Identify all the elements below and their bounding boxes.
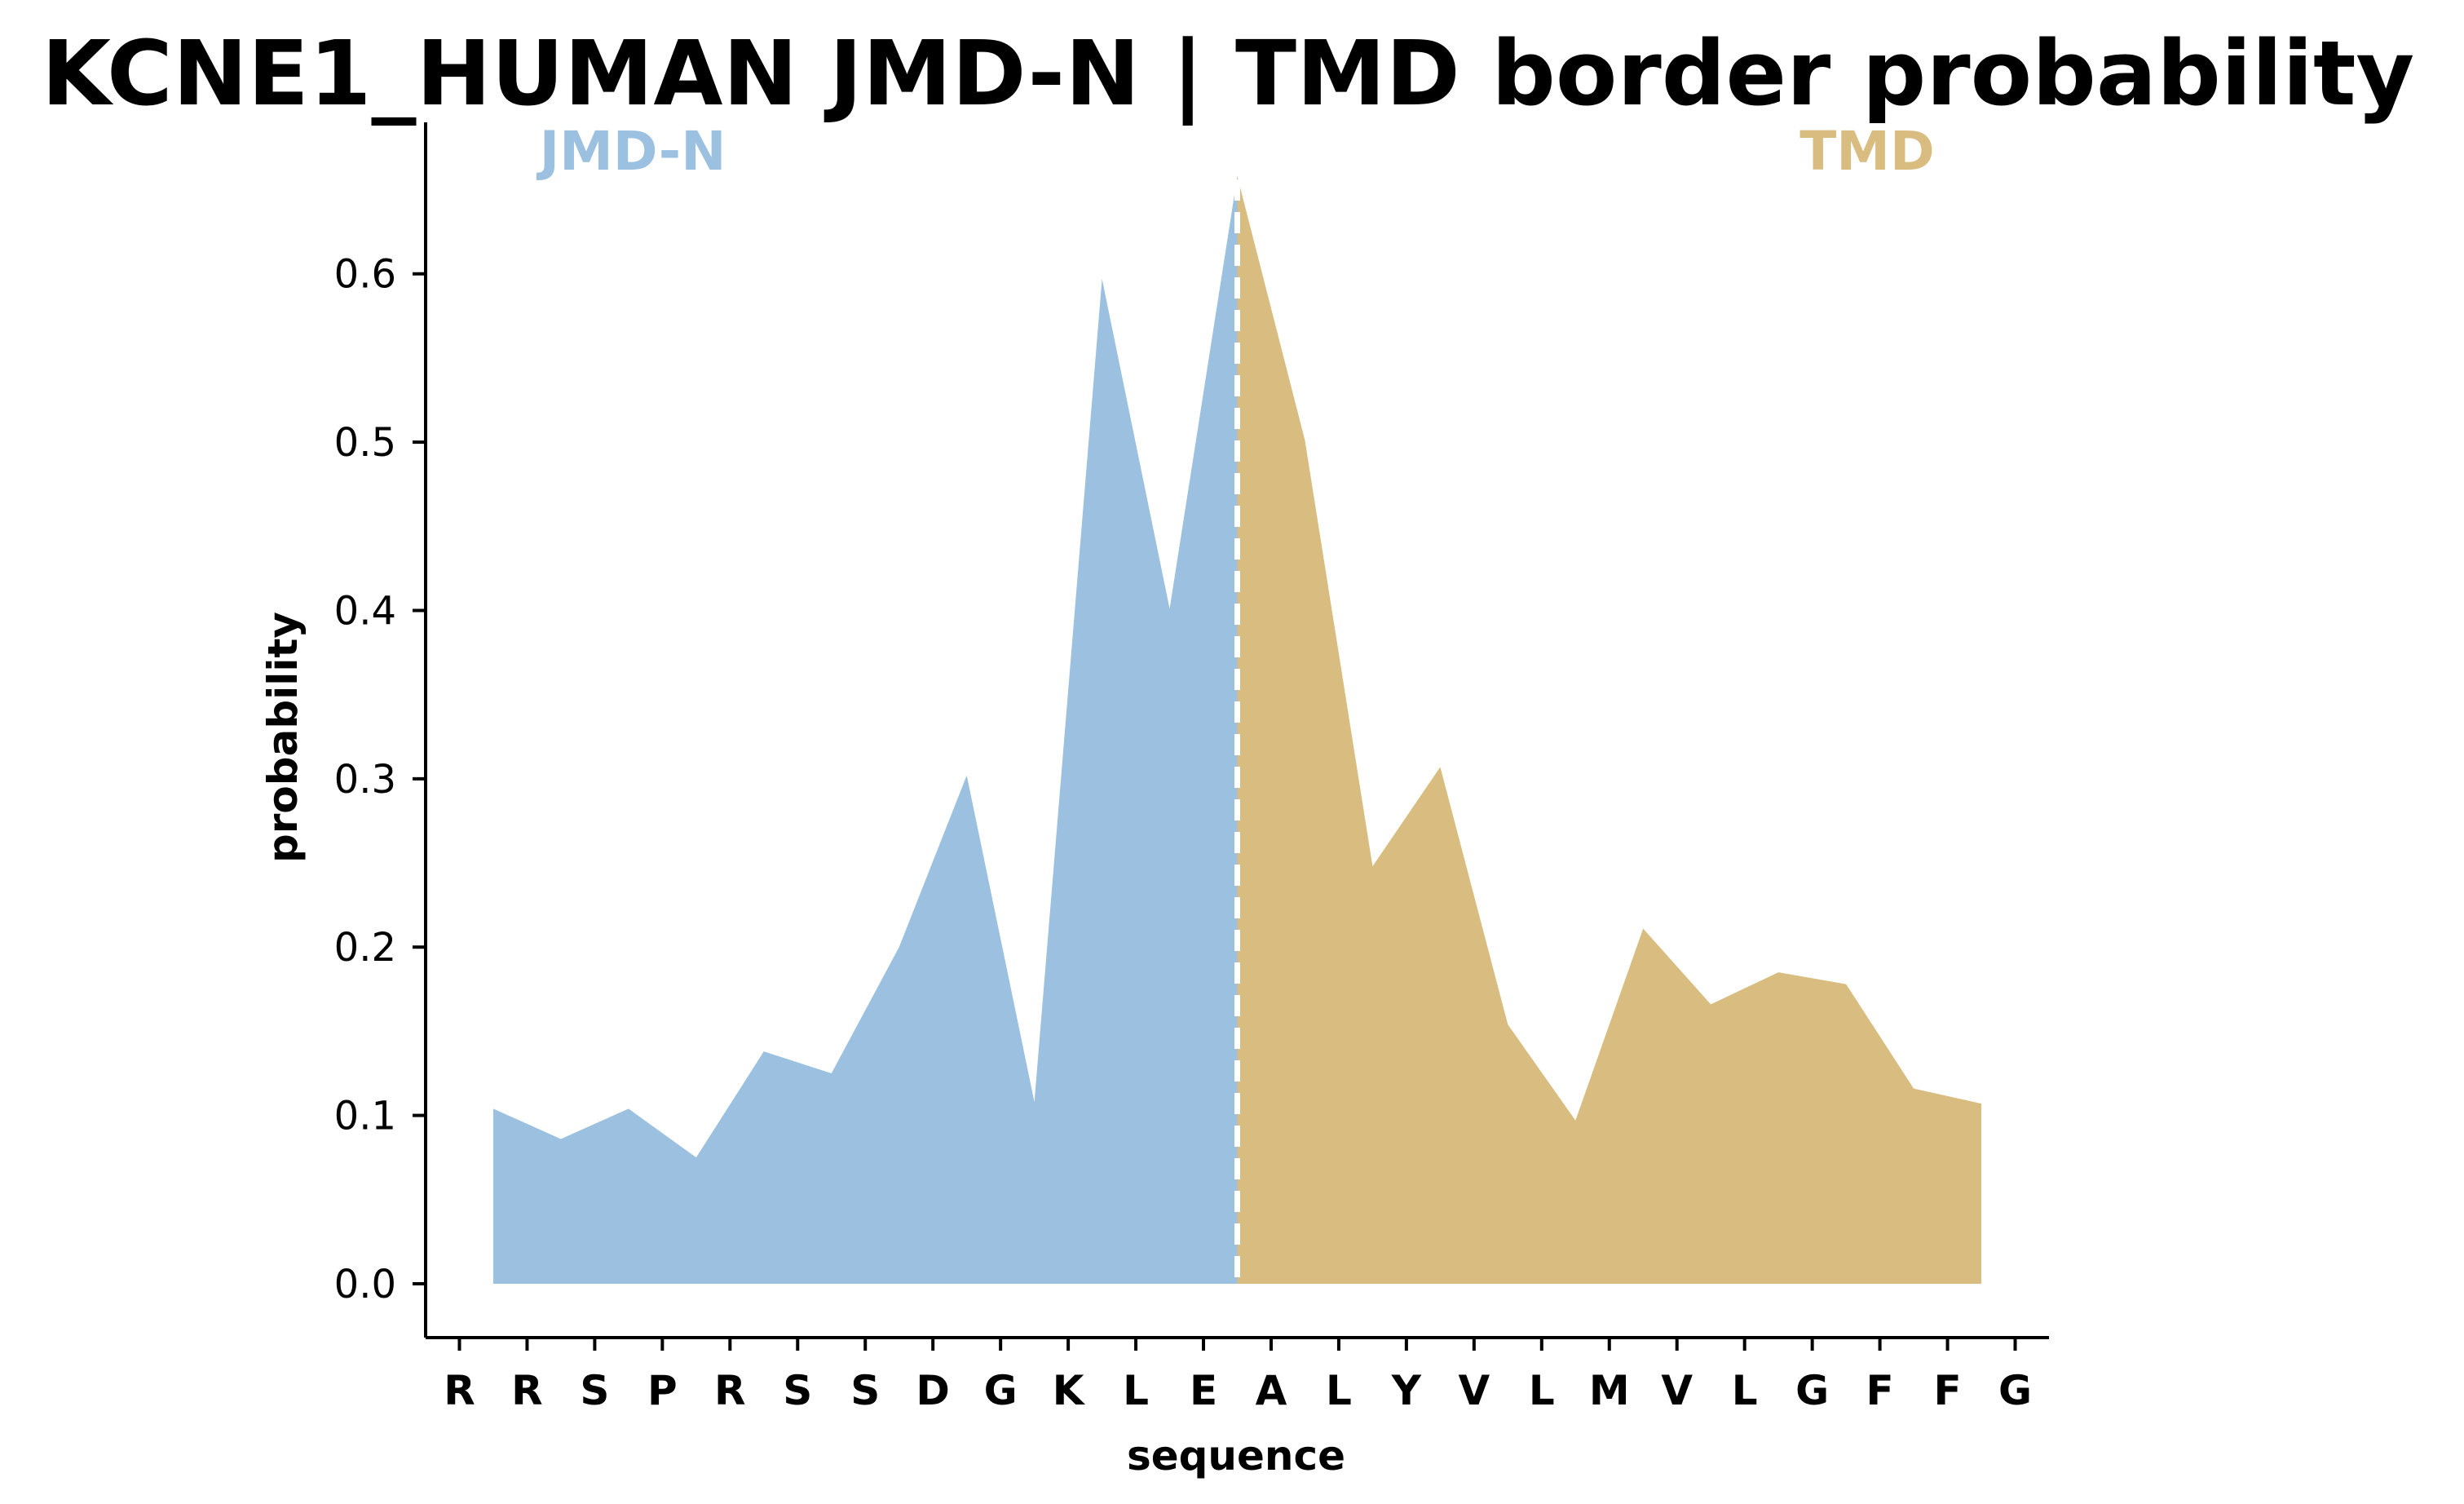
region-label-jmd-n: JMD-N xyxy=(537,120,726,183)
x-tick-label: G xyxy=(1795,1367,1829,1414)
area-series-jmd-n xyxy=(492,176,1238,1284)
x-tick-label: V xyxy=(1661,1367,1693,1414)
region-label-tmd: TMD xyxy=(1799,120,1934,183)
x-tick-label: S xyxy=(783,1367,812,1414)
series-layer xyxy=(492,176,1982,1284)
x-tick-label: Y xyxy=(1391,1367,1422,1414)
x-tick-label: D xyxy=(916,1367,950,1414)
axes-layer xyxy=(424,122,2049,1339)
x-tick-label: G xyxy=(984,1367,1018,1414)
y-ticks: 0.0 0.1 0.2 0.3 0.4 0.5 0.6 xyxy=(334,252,426,1307)
x-axis-label: sequence xyxy=(1127,1432,1345,1480)
x-tick-label: L xyxy=(1529,1367,1555,1414)
x-tick-label: E xyxy=(1190,1367,1217,1414)
x-tick-label: F xyxy=(1933,1367,1961,1414)
x-tick-label: L xyxy=(1326,1367,1352,1414)
x-tick-label: L xyxy=(1732,1367,1758,1414)
y-tick-label: 0.1 xyxy=(334,1094,396,1139)
y-tick-label: 0.6 xyxy=(334,252,396,298)
chart-title: KCNE1_HUMAN JMD-N | TMD border probabili… xyxy=(42,21,2415,126)
x-tick-label: G xyxy=(1998,1367,2032,1414)
y-tick-label: 0.0 xyxy=(334,1262,396,1307)
x-tick-label: R xyxy=(444,1367,475,1414)
x-tick-label: R xyxy=(511,1367,543,1414)
x-tick-label: F xyxy=(1866,1367,1894,1414)
y-tick-label: 0.2 xyxy=(334,925,396,971)
y-axis-label: probability xyxy=(259,612,307,863)
x-tick-label: P xyxy=(647,1367,678,1414)
x-tick-label: L xyxy=(1123,1367,1149,1414)
x-tick-label: M xyxy=(1589,1367,1630,1414)
y-tick-label: 0.3 xyxy=(334,757,396,803)
area-series-tmd xyxy=(1237,176,1982,1284)
y-tick-label: 0.4 xyxy=(334,588,396,634)
y-tick-label: 0.5 xyxy=(334,420,396,466)
x-tick-label: S xyxy=(850,1367,880,1414)
x-tick-label: A xyxy=(1256,1367,1287,1414)
x-tick-label: R xyxy=(714,1367,746,1414)
x-tick-label: V xyxy=(1459,1367,1490,1414)
x-tick-label: S xyxy=(580,1367,609,1414)
x-tick-label: K xyxy=(1053,1367,1086,1414)
